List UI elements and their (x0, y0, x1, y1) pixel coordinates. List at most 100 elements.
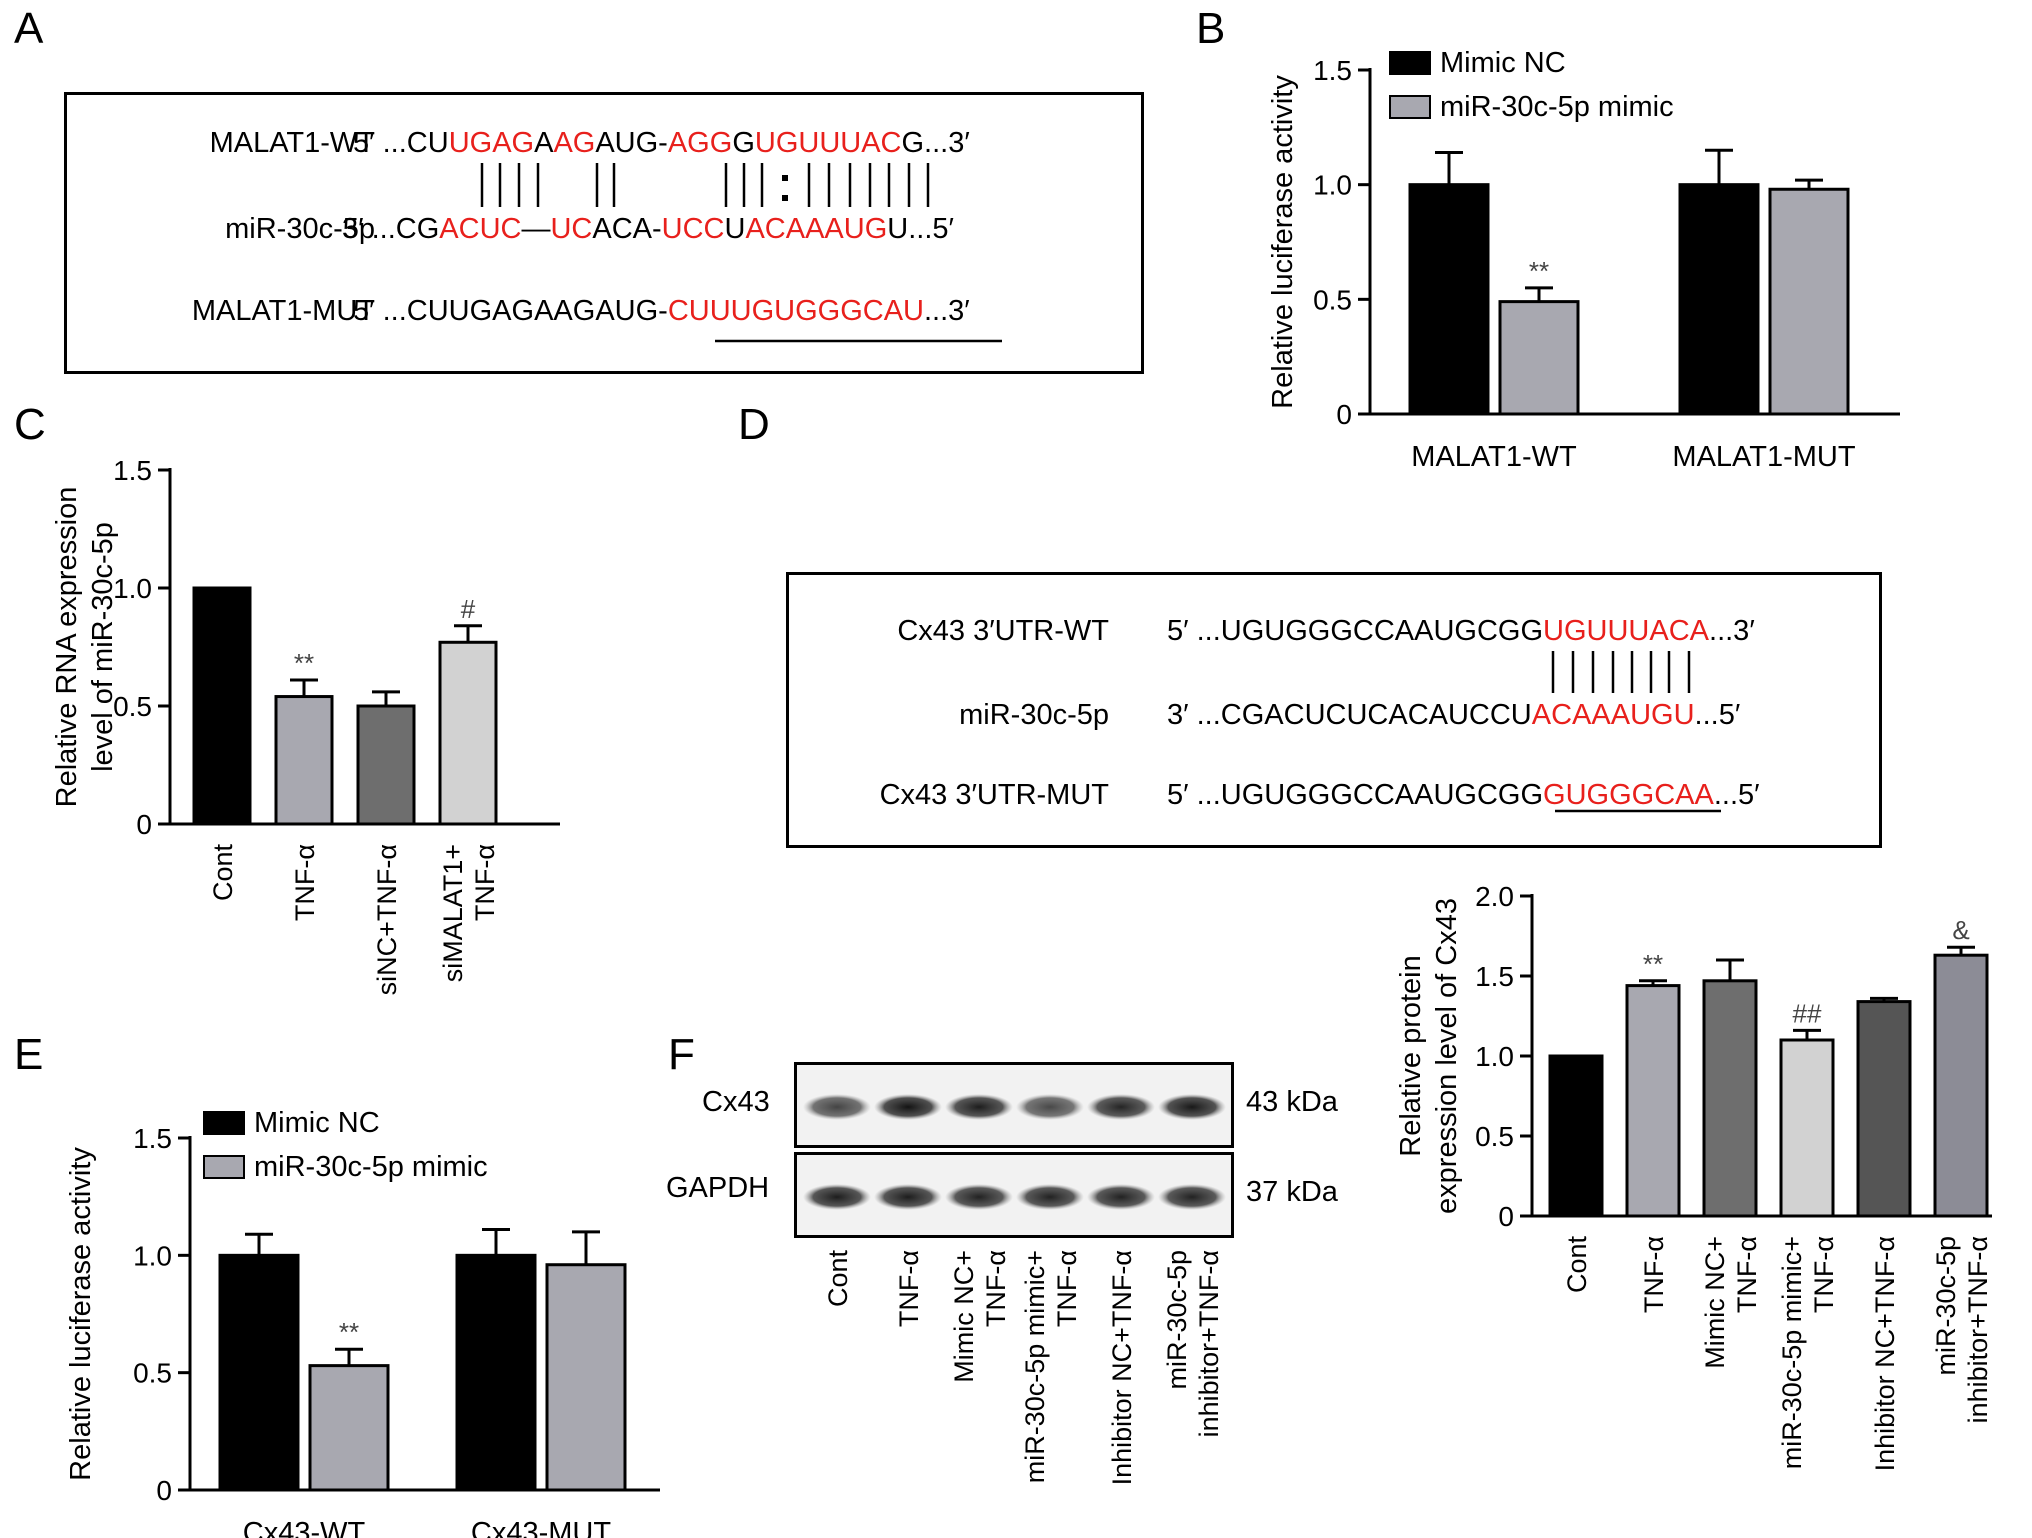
chart-f: 0 0.5 1.0 1.5 2.0 Relative protein expression … (1395, 881, 1993, 1471)
chart-f-bar-4 (1856, 1000, 1912, 1218)
chart-f-xtick-label-3-0: miR-30c-5p mimic+ (1777, 1236, 1807, 1469)
mir30c-a-part-5: UCC (661, 213, 725, 245)
cx43-wt-part-0: 5′ ...UGUGGGCCAAUGCGG (1167, 615, 1544, 647)
panel-d-sequence-box: Cx43 3′UTR-WT 5′ ...UGUGGGCCAAUGCGGUGUUU… (786, 572, 1882, 848)
western-lane-label-3-1: TNF-α (1052, 1250, 1082, 1327)
cx43-blot-label: Cx43 (702, 1086, 770, 1118)
chart-e-bar-1-1 (545, 1263, 627, 1492)
chart-f-xtick-group-2: Mimic NC+ TNF-α (1700, 1236, 1762, 1369)
cx43-mut-part-0: 5′ ...UGUGGGCCAAUGCGG (1167, 779, 1544, 811)
chart-f-xtick-label-5-0: miR-30c-5p (1931, 1236, 1961, 1376)
western-lane-group-3: miR-30c-5p mimic+ TNF-α (1020, 1250, 1082, 1483)
malat1-mut-sequence: 5′ ...CUUGAGAAGAUG-CUUUGUGGGCAU...3′ (353, 295, 970, 328)
cx43-blot-band-2 (945, 1094, 1013, 1120)
malat1-wt-part-5: AGG (667, 127, 733, 159)
western-lane-label-2-0: Mimic NC+ (949, 1250, 979, 1383)
malat1-mut-part-2: ...3′ (924, 295, 970, 327)
chart-f-xtick-group-4: Inhibitor NC+TNF-α (1870, 1236, 1900, 1471)
cx43-blot-band-0 (803, 1094, 871, 1120)
chart-c-xtick-label-0: Cont (208, 844, 238, 902)
chart-c-ytick-label-3: 1.5 (113, 455, 152, 486)
chart-b-bar-0-0 (1408, 183, 1490, 416)
chart-f-xtick-group-1: TNF-α (1639, 1236, 1669, 1313)
chart-b-xtick-label-0: MALAT1-WT (1411, 441, 1577, 473)
gapdh-blot-band-0 (803, 1184, 871, 1210)
malat1-wt-sequence: 5′ ...CUUGAGAAGAUG-AGGGUGUUUACG...3′ (353, 127, 970, 160)
chart-f-xtick-label-0: Cont (1562, 1236, 1592, 1294)
cx43-mut-part-1: GUGGGCAA (1543, 779, 1714, 811)
chart-e-ytick-label-2: 1.0 (133, 1240, 172, 1271)
malat1-wt-part-2: A (534, 127, 554, 159)
mir30c-a-part-8: U...5′ (887, 213, 954, 245)
chart-b-ytick-label-3: 1.5 (1313, 55, 1352, 86)
chart-b-ytick-label-2: 1.0 (1313, 170, 1352, 201)
chart-c-ytick-label-0: 0 (136, 809, 152, 840)
chart-e-xtick-label-0: Cx43-WT (243, 1517, 366, 1538)
chart-f-bar-1-significance: ** (1643, 949, 1663, 979)
chart-b-legend-swatch-1 (1389, 95, 1431, 119)
chart-e: 0 0.5 1.0 1.5 Relative luciferase activity **… (65, 1107, 660, 1538)
chart-b-bar-1-1 (1768, 187, 1850, 416)
chart-f-ytick-label-4: 2.0 (1475, 881, 1514, 912)
chart-c-ytick-label-1: 0.5 (113, 691, 152, 722)
mir30c-name-d: miR-30c-5p (959, 699, 1109, 731)
chart-f-ytick-label-1: 0.5 (1475, 1121, 1514, 1152)
mir30c-d-part-1: ACAAAUGU (1531, 699, 1695, 731)
chart-f-xtick-group-3: miR-30c-5p mimic+ TNF-α (1777, 1236, 1839, 1469)
chart-e-bar-0-0 (218, 1253, 300, 1492)
chart-f-ylabel-1: expression level of Cx43 (1431, 898, 1463, 1214)
chart-e-ytick-label-1: 0.5 (133, 1358, 172, 1389)
chart-b-bar-0-1 (1498, 300, 1580, 416)
chart-f-xtick-label-4: Inhibitor NC+TNF-α (1870, 1236, 1900, 1471)
chart-c-xtick-label-3-0: siMALAT1+ (438, 844, 468, 982)
chart-c-xtick-group-2: siNC+TNF-α (372, 844, 402, 995)
chart-f-xtick-label-2-1: TNF-α (1732, 1236, 1762, 1313)
western-lane-label-1: TNF-α (894, 1250, 924, 1327)
chart-b-xtick-label-1: MALAT1-MUT (1672, 441, 1855, 473)
chart-f-xtick-label-2-0: Mimic NC+ (1700, 1236, 1730, 1369)
chart-c-ylabel-1: level of miR-30c-5p (87, 522, 119, 772)
chart-c-bar-2 (356, 704, 416, 826)
chart-f-xtick-label-5-1: inhibitor+TNF-α (1963, 1236, 1993, 1423)
gapdh-blot-band-5 (1158, 1184, 1226, 1210)
chart-e-legend-label-1: miR-30c-5p mimic (254, 1151, 488, 1183)
cx43-blot-svg (803, 1094, 1226, 1120)
chart-b-ytick-label-1: 0.5 (1313, 284, 1352, 315)
chart-c-xtick-group-3: siMALAT1+ TNF-α (438, 844, 500, 982)
chart-f-ytick-label-3: 1.5 (1475, 961, 1514, 992)
chart-e-bar-0-1-significance: ** (339, 1317, 359, 1347)
chart-f-ytick-label-2: 1.0 (1475, 1041, 1514, 1072)
mir30c-a-part-4: ACA- (592, 213, 662, 245)
western-lane-label-5-1: inhibitor+TNF-α (1194, 1250, 1224, 1437)
chart-c-bar-3 (438, 640, 498, 826)
chart-c-ytick-label-2: 1.0 (113, 573, 152, 604)
chart-e-bar-1-0 (455, 1253, 537, 1492)
chart-f-ylabel-0: Relative protein (1395, 955, 1427, 1157)
western-lane-label-3-0: miR-30c-5p mimic+ (1020, 1250, 1050, 1483)
chart-b-legend-label-0: Mimic NC (1440, 47, 1566, 79)
chart-b-legend-label-1: miR-30c-5p mimic (1440, 91, 1674, 123)
western-lane-labels: Cont TNF-α Mimic NC+ TNF-α miR-30c-5p mimic+… (823, 1250, 1224, 1486)
chart-f-bar-0 (1548, 1054, 1604, 1218)
western-lane-label-5-0: miR-30c-5p (1162, 1250, 1192, 1390)
chart-c-bar-3-significance: # (461, 594, 476, 624)
malat1-wt-name: MALAT1-WT (209, 127, 375, 159)
malat1-wt-part-4: AUG- (595, 127, 668, 159)
mir30c-a-part-7: ACAAAUG (745, 213, 888, 245)
malat1-wt-part-0: 5′ ...CU (353, 127, 449, 159)
chart-e-legend-swatch-1 (203, 1155, 245, 1179)
gapdh-blot-band-1 (874, 1184, 942, 1210)
western-lane-group-5: miR-30c-5p inhibitor+TNF-α (1162, 1250, 1224, 1437)
chart-e-ylabel: Relative luciferase activity (65, 1147, 97, 1481)
chart-c-bar-1-significance: ** (294, 648, 314, 678)
chart-f-bar-1 (1625, 984, 1681, 1218)
malat1-wt-part-8: G...3′ (901, 127, 970, 159)
chart-f-xtick-group-0: Cont (1562, 1236, 1592, 1294)
chart-c-xtick-group-1: TNF-α (290, 844, 320, 921)
gapdh-blot (794, 1152, 1234, 1238)
chart-e-legend-label-0: Mimic NC (254, 1107, 380, 1139)
malat1-wt-part-3: AG (553, 127, 596, 159)
panel-d-pairing-lines (1551, 651, 1721, 813)
gapdh-blot-label: GAPDH (666, 1172, 770, 1204)
gapdh-kda: 37 kDa (1246, 1176, 1338, 1208)
